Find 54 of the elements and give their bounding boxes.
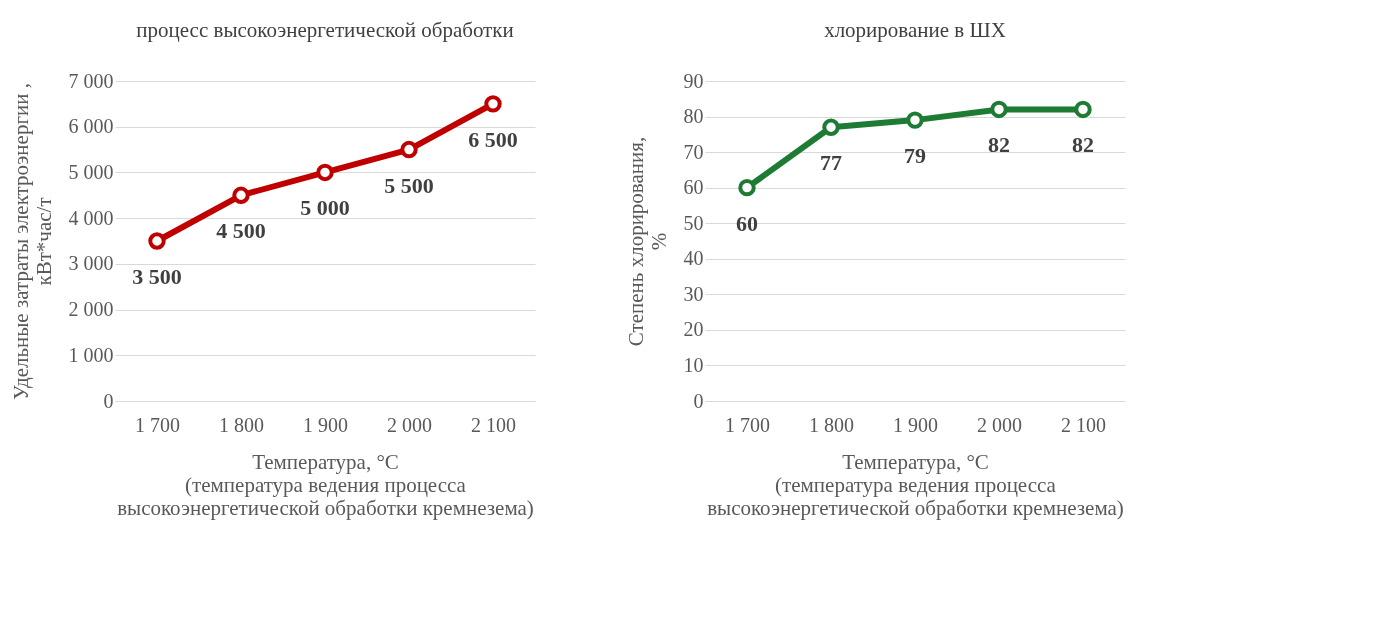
y-tick-label: 20 [683,318,704,341]
y-tick-label: 90 [683,69,704,92]
data-label: 5 000 [300,195,350,221]
point [990,100,1008,119]
point [148,232,166,250]
data-label: 82 [1072,132,1094,158]
point [316,163,334,182]
y-tick-label: 30 [683,282,704,305]
point [822,118,840,136]
y-tick-label: 80 [683,105,704,128]
x-tick-label: 1 800 [809,413,854,436]
y-axis-title: Удельные затраты электроэнергии , кВт*час/т [8,83,56,400]
point [484,95,502,113]
data-label: 82 [988,132,1010,158]
data-label: 4 500 [216,218,266,244]
y-tick-label: 40 [683,247,704,270]
x-axis-title: Температура, °C (температура ведения процесса высокоэнергетической обработки кремнезема) [117,449,534,520]
data-label: 6 500 [468,126,518,152]
x-tick-label: 2 000 [387,413,432,436]
x-axis-title: Температура, °C (температура ведения процесса высокоэнергетической обработки кремнезема) [707,449,1124,520]
y-tick-label: 4 000 [68,206,114,229]
y-tick-label: 70 [683,140,704,163]
y-tick-label: 10 [683,353,704,376]
y-tick-label: 5 000 [68,160,114,183]
x-tick-label: 2 100 [1061,413,1106,436]
y-tick-label: 7 000 [68,69,114,92]
point [232,186,250,204]
chart-title: хлорирование в ШХ [824,18,1006,42]
point [906,111,924,129]
data-label: 79 [904,143,926,169]
y-tick-label: 0 [103,389,114,412]
data-label: 60 [736,210,758,236]
x-tick-label: 2 000 [977,413,1022,436]
y-tick-label: 2 000 [68,298,114,321]
point [1074,100,1092,119]
x-tick-label: 1 900 [303,413,348,436]
data-label: 3 500 [132,264,182,289]
x-tick-label: 1 900 [893,413,938,436]
point [400,140,418,159]
y-tick-label: 1 000 [68,343,114,366]
x-tick-label: 1 700 [725,413,770,436]
data-label: 5 500 [384,172,434,198]
point [738,178,756,197]
y-axis-title: Степень хлорирования, % [623,136,671,347]
y-tick-label: 3 000 [68,252,114,275]
y-tick-label: 60 [683,176,704,199]
y-tick-label: 50 [683,211,704,234]
x-tick-label: 1 700 [135,413,180,436]
data-label: 77 [820,150,842,176]
y-tick-label: 0 [693,389,704,412]
x-tick-label: 2 100 [471,413,516,436]
x-tick-label: 1 800 [219,413,264,436]
chart-title: процесс высокоэнергетической обработки [136,18,514,42]
y-tick-label: 6 000 [68,115,114,138]
